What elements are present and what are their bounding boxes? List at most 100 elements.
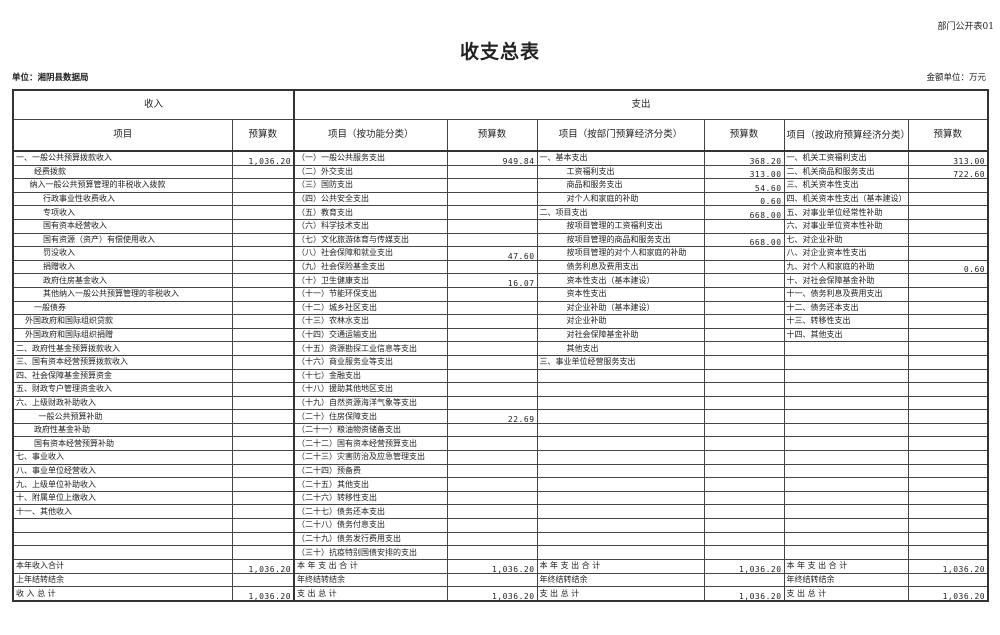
table-row: 九、上级单位补助收入 （二十五）其他支出: [12, 477, 989, 492]
gov-econ-amount: [907, 504, 989, 520]
func-item: （十九）自然资源海洋气象等支出: [293, 395, 448, 411]
dept-econ-item: 资本性支出（基本建设）: [536, 273, 705, 288]
func-amount: [446, 354, 538, 370]
func-amount: [446, 368, 538, 384]
income-item: 专项收入: [12, 205, 233, 220]
gov-econ-item: 十、对社会保障基金补助: [783, 273, 909, 288]
gov-econ-item: 三、机关资本性支出: [783, 178, 909, 193]
summary-func-label: 支 出 总 计: [293, 586, 448, 602]
func-item: （十四）交通运输支出: [293, 327, 448, 343]
summary-income-label: 本年收入合计: [12, 558, 233, 574]
dept-econ-item: 二、项目支出: [536, 205, 705, 220]
table-row: （二十九）债务发行费用支出: [12, 531, 989, 547]
summary-row: 收 入 总 计 1,036.20 支 出 总 计 1,036.20 支 出 总 计 1,0…: [12, 586, 989, 602]
func-amount: [446, 191, 538, 207]
col-dept-econ-budget: 预算数: [703, 119, 785, 152]
income-item: 国有资源（资产）有偿使用收入: [12, 232, 233, 248]
func-item: （十六）商业服务业等支出: [293, 354, 448, 370]
dept-econ-item: [536, 395, 705, 411]
gov-econ-amount: [907, 327, 989, 343]
gov-econ-amount: [907, 395, 989, 411]
func-amount: [446, 300, 538, 316]
income-amount: [231, 409, 296, 424]
money-unit-label: 金额单位：万元: [926, 73, 986, 83]
gov-econ-amount: [907, 273, 989, 288]
summary-dept-amount: 1,036.20: [703, 558, 785, 574]
summary-dept-label: 支 出 总 计: [536, 586, 705, 602]
dept-econ-amount: [703, 450, 785, 465]
table-row: 纳入一般公共预算管理的非税收入拨款 （三）国防支出 商品和服务支出 54.60 三、机关…: [12, 178, 989, 193]
dept-econ-amount: [703, 259, 785, 275]
col-income-budget: 预算数: [231, 119, 296, 152]
income-item: 政府性基金补助: [12, 422, 233, 438]
func-item: （三十）抗疫特别国债安排的支出: [293, 545, 448, 560]
func-amount: [446, 531, 538, 547]
dept-econ-item: [536, 450, 705, 465]
func-item: （二十三）灾害防治及应急管理支出: [293, 450, 448, 465]
func-amount: [446, 545, 538, 560]
dept-econ-amount: [703, 422, 785, 438]
func-amount: [446, 395, 538, 411]
income-item: 纳入一般公共预算管理的非税收入拨款: [12, 178, 233, 193]
func-amount: [446, 504, 538, 520]
func-amount: [446, 490, 538, 506]
income-item: 四、社会保障基金预算资金: [12, 368, 233, 384]
gov-econ-item: 二、机关商品和服务支出: [783, 164, 909, 180]
gov-econ-amount: [907, 409, 989, 424]
gov-econ-amount: 0.60: [907, 259, 989, 275]
table-row: 四、社会保障基金预算资金 （十七）金融支出: [12, 368, 989, 384]
table-row: 政府性基金补助 （二十一）粮油物资储备支出: [12, 422, 989, 438]
gov-econ-item: 一、机关工资福利支出: [783, 150, 909, 166]
income-item: 九、上级单位补助收入: [12, 477, 233, 492]
table-row: 一般债券 （十二）城乡社区支出 对企业补助（基本建设） 十二、债务还本支出: [12, 300, 989, 316]
dept-econ-item: [536, 409, 705, 424]
summary-dept-amount: [703, 572, 785, 588]
func-item: （九）社会保险基金支出: [293, 259, 448, 275]
dept-econ-amount: 54.60: [703, 178, 785, 193]
func-item: （二）外交支出: [293, 164, 448, 180]
func-item: （二十四）预备费: [293, 463, 448, 479]
income-item: [12, 545, 233, 560]
summary-gov-label: 本 年 支 出 合 计: [783, 558, 909, 574]
income-amount: [231, 450, 296, 465]
table-row: 外国政府和国际组织贷款 （十三）农林水支出 对企业补助 十三、转移性支出: [12, 314, 989, 329]
dept-econ-amount: 668.00: [703, 232, 785, 248]
gov-econ-item: 十一、债务利息及费用支出: [783, 286, 909, 302]
summary-func-amount: 1,036.20: [446, 586, 538, 602]
gov-econ-item: 四、机关资本性支出（基本建设）: [783, 191, 909, 207]
income-item: 政府住房基金收入: [12, 273, 233, 288]
income-amount: [231, 205, 296, 220]
dept-econ-amount: [703, 518, 785, 533]
summary-row: 上年结转结余 年终结转结余 年终结转结余 年终结转结余: [12, 572, 989, 588]
income-item: 八、事业单位经营收入: [12, 463, 233, 479]
summary-income-amount: [231, 572, 296, 588]
dept-econ-amount: [703, 368, 785, 384]
income-item: 其他纳入一般公共预算管理的非税收入: [12, 286, 233, 302]
income-item: 行政事业性收费收入: [12, 191, 233, 207]
func-amount: [446, 218, 538, 234]
func-amount: [446, 164, 538, 180]
func-amount: [446, 463, 538, 479]
gov-econ-item: [783, 490, 909, 506]
dept-econ-item: [536, 477, 705, 492]
col-income-item: 项目: [12, 119, 233, 152]
dept-econ-item: 对个人和家庭的补助: [536, 191, 705, 207]
dept-econ-amount: 368.20: [703, 150, 785, 166]
summary-income-amount: 1,036.20: [231, 558, 296, 574]
func-item: （二十五）其他支出: [293, 477, 448, 492]
dept-econ-item: [536, 422, 705, 438]
summary-dept-amount: 1,036.20: [703, 586, 785, 602]
dept-econ-item: 按项目管理的商品和服务支出: [536, 232, 705, 248]
gov-econ-amount: [907, 218, 989, 234]
income-amount: [231, 436, 296, 452]
expense-header: 支出: [293, 89, 989, 120]
func-amount: [446, 518, 538, 533]
table-row: 五、财政专户管理资金收入 （十八）援助其他地区支出: [12, 382, 989, 397]
col-dept-econ-item: 项目（按部门预算经济分类）: [536, 119, 705, 152]
income-item: [12, 531, 233, 547]
gov-econ-item: 十三、转移性支出: [783, 314, 909, 329]
budget-summary-table: 收入 支出 项目 预算数 项目（按功能分类） 预算数 项目（按部门预算经济分类）…: [12, 89, 990, 602]
func-amount: [446, 178, 538, 193]
dept-econ-amount: [703, 218, 785, 234]
summary-gov-amount: [907, 572, 989, 588]
